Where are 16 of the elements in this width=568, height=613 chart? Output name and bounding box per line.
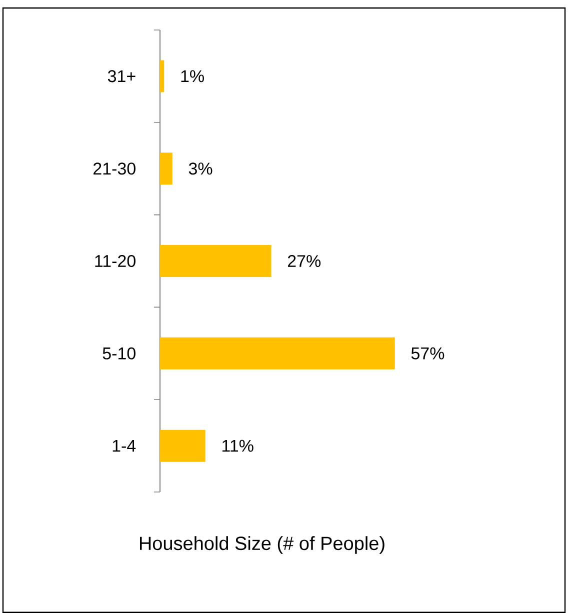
bar (160, 60, 164, 92)
bar (160, 430, 206, 462)
y-tick-label: 1-4 (112, 440, 136, 452)
y-tick-label: 5-10 (102, 347, 136, 360)
bar (160, 152, 172, 185)
data-label: 11% (222, 440, 254, 452)
y-tick-label: 21-30 (94, 162, 136, 175)
y-tick-label: 11-20 (95, 254, 136, 268)
data-label: 1% (181, 70, 204, 82)
bar (160, 337, 395, 370)
data-label: 57% (411, 347, 444, 360)
x-axis-title: Household Size (# of People) (140, 536, 384, 554)
bar (160, 245, 272, 278)
y-tick-label: 31+ (108, 70, 136, 82)
data-label: 27% (288, 255, 321, 267)
data-label: 3% (188, 162, 212, 175)
